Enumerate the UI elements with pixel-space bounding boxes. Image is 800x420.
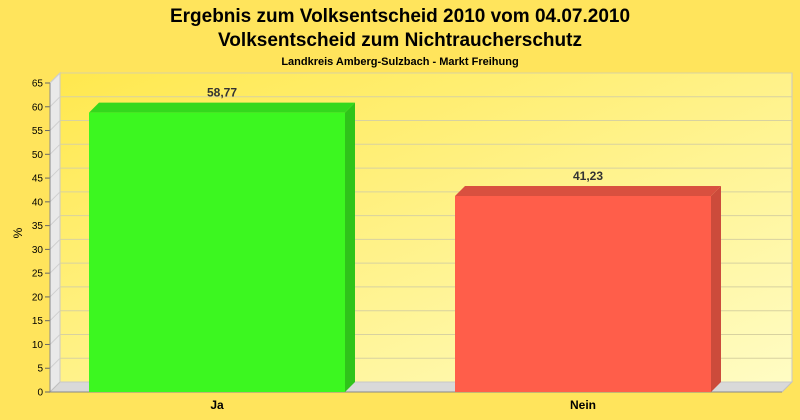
y-tick-label: 45 bbox=[32, 174, 44, 185]
y-tick-label: 30 bbox=[32, 245, 44, 256]
y-axis-ticks: 0 5 10 15 20 25 30 35 40 45 50 55 60 65 bbox=[32, 79, 50, 399]
bar-side bbox=[711, 185, 721, 392]
y-tick-label: 25 bbox=[32, 269, 44, 280]
x-tick-label: Ja bbox=[210, 398, 224, 412]
chart-subtitle: Landkreis Amberg-Sulzbach - Markt Freihu… bbox=[281, 56, 518, 68]
grid-line-diag bbox=[49, 310, 61, 322]
plot-left-wall bbox=[49, 71, 61, 394]
chart-title-line2: Volksentscheid zum Nichtraucherschutz bbox=[218, 30, 582, 51]
y-tick-label: 20 bbox=[32, 292, 44, 303]
y-tick-label: 40 bbox=[32, 197, 44, 208]
bar-value-label: 41,23 bbox=[573, 169, 603, 183]
chart-title: Ergebnis zum Volksentscheid 2010 vom 04.… bbox=[170, 6, 630, 27]
y-axis-label: % bbox=[11, 227, 25, 238]
grid-line-diag bbox=[49, 334, 61, 345]
grid-line-diag bbox=[49, 120, 61, 131]
grid-line-diag bbox=[49, 357, 61, 369]
grid-line-diag bbox=[49, 286, 61, 298]
x-tick-label: Nein bbox=[570, 398, 596, 412]
y-tick-label: 35 bbox=[32, 221, 44, 232]
bar bbox=[89, 112, 345, 393]
y-tick-label: 60 bbox=[32, 102, 44, 113]
y-tick-label: 50 bbox=[32, 150, 44, 161]
grid-line-diag bbox=[49, 262, 61, 274]
bar bbox=[455, 195, 711, 392]
grid-line-diag bbox=[49, 72, 61, 84]
grid-line-diag bbox=[49, 191, 61, 203]
y-tick-label: 65 bbox=[32, 79, 44, 90]
grid-line-diag bbox=[49, 143, 61, 155]
bars: 58,77 Ja 41,23 Nein bbox=[89, 86, 721, 412]
y-tick-label: 55 bbox=[32, 126, 44, 137]
bar-top bbox=[455, 185, 721, 196]
y-tick-label: 10 bbox=[32, 340, 44, 351]
bar-value-label: 58,77 bbox=[207, 86, 237, 100]
grid-line-diag bbox=[49, 96, 61, 108]
y-tick-label: 0 bbox=[37, 388, 43, 399]
grid-line-diag bbox=[49, 167, 61, 179]
bar-side bbox=[345, 102, 355, 393]
y-tick-label: 15 bbox=[32, 316, 44, 327]
bar-top bbox=[89, 102, 355, 113]
y-tick-label: 5 bbox=[37, 364, 43, 375]
grid-line-diag bbox=[49, 239, 61, 250]
grid-line-diag bbox=[49, 215, 61, 226]
